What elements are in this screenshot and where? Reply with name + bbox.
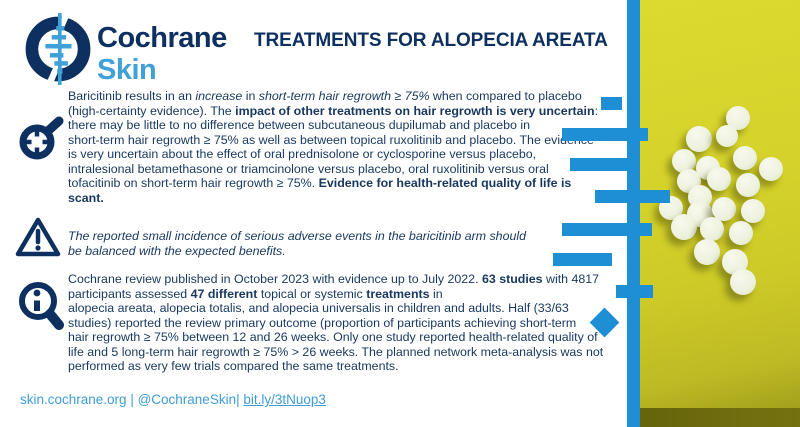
pill bbox=[686, 126, 712, 152]
photo-shadow-band bbox=[640, 408, 800, 427]
review-details-paragraph: Cochrane review published in October 202… bbox=[68, 272, 604, 374]
forest-bar bbox=[601, 97, 622, 110]
pill bbox=[716, 125, 738, 147]
pill bbox=[730, 269, 756, 295]
footer: skin.cochrane.org | @CochraneSkin| bit.l… bbox=[20, 392, 326, 407]
magnifier-crosshair-icon bbox=[19, 116, 64, 160]
brand-group: Skin bbox=[97, 54, 157, 86]
key-findings-paragraph: Baricitinib results in an increase in sh… bbox=[68, 89, 599, 205]
footer-bitly-link[interactable]: bit.ly/3tNuop3 bbox=[243, 392, 326, 407]
forest-bar bbox=[562, 128, 648, 141]
forest-bar bbox=[616, 285, 653, 298]
footer-site: skin.cochrane.org bbox=[20, 392, 127, 407]
pills-photo bbox=[640, 0, 800, 427]
footer-handle: @CochraneSkin bbox=[137, 392, 237, 407]
pill bbox=[733, 146, 757, 170]
pill bbox=[736, 173, 760, 197]
footer-separator: | bbox=[126, 392, 138, 407]
cochrane-logo-icon bbox=[25, 9, 91, 89]
forest-plot-axis-stripe bbox=[627, 0, 640, 427]
forest-bar bbox=[562, 223, 652, 236]
footer-separator: | bbox=[236, 392, 244, 407]
pill bbox=[694, 239, 720, 265]
adverse-events-paragraph: The reported small incidence of serious … bbox=[68, 229, 526, 258]
pill bbox=[671, 214, 697, 240]
page-title: TREATMENTS FOR ALOPECIA AREATA bbox=[254, 30, 608, 51]
pill bbox=[700, 217, 724, 241]
forest-bar bbox=[595, 190, 670, 203]
forest-bar bbox=[553, 253, 612, 266]
pill bbox=[707, 167, 731, 191]
pill bbox=[741, 199, 765, 223]
warning-triangle-icon bbox=[15, 217, 61, 257]
pill bbox=[729, 221, 753, 245]
info-magnifier-icon bbox=[19, 282, 64, 330]
forest-bar bbox=[570, 158, 640, 171]
pill bbox=[759, 157, 783, 181]
brand-org: Cochrane bbox=[97, 22, 227, 54]
